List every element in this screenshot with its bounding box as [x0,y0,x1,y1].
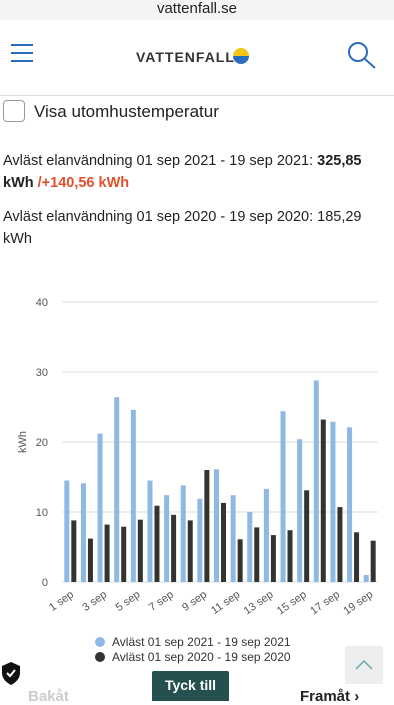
checkbox-label[interactable]: Visa utomhustemperatur [34,102,219,121]
shield-icon [2,662,20,685]
search-icon[interactable] [346,40,378,70]
y-tick-label: 30 [36,367,48,379]
forward-label: Framåt [300,688,351,705]
bar [97,433,103,582]
bar [137,519,143,582]
header [0,20,394,96]
y-tick-label: 10 [36,507,48,519]
bar [214,469,219,582]
summary-diff: /+140,56 kWh [37,175,130,191]
logo[interactable]: VATTENFALL [136,49,235,65]
url: vattenfall.se [156,0,238,17]
legend-swatch [95,652,105,662]
bar [114,397,120,582]
bar [171,514,177,582]
bar [80,483,86,582]
bar [320,419,326,582]
x-tick-label: 11 sep [209,589,242,617]
x-tick-label: 9 sep [180,589,209,614]
summary-total: 325,85 kWh [3,153,362,191]
summary-text: Avläst elanvändning 01 sep 2021 - 19 sep… [3,153,318,169]
bar [354,532,360,582]
arrow-up [355,659,373,670]
bar [247,512,253,582]
bar [363,575,369,582]
x-tick-label: 3 sep [80,589,109,614]
y-tick-label: 20 [36,437,48,449]
chart: kWh 0 10 20 30 40 1 sep 3 sep 5 sep 7 sep 9 sep 11… [17,297,378,664]
y-tick-label: 0 [42,577,48,589]
x-tick-label: 5 sep [114,589,143,614]
feedback-button[interactable]: Tyck till [152,671,229,701]
bar [154,505,160,582]
bar [237,539,243,582]
logo-icon [233,48,249,64]
bar [280,411,286,582]
url-bar[interactable]: vattenfall.se [0,0,394,20]
bar [164,495,170,582]
bar [297,439,303,582]
bar [71,520,77,582]
x-tick-label: 17 sep [308,589,342,618]
bar [147,480,153,582]
bar [337,507,343,582]
bar [347,427,353,582]
bar [204,470,210,582]
bar [221,502,226,582]
bar [230,495,236,582]
summary-2020: Avläst elanvändning 01 sep 2020 - 19 sep… [3,209,362,247]
bar [121,526,127,582]
forward-button[interactable]: Framåt › [300,688,360,705]
bar [197,498,203,582]
bar [104,524,110,582]
bar [187,520,193,582]
checkbox[interactable] [3,100,25,122]
legend-label: Avläst 01 sep 2020 - 19 sep 2020 [112,650,291,664]
bar [87,538,93,582]
bar [254,527,260,582]
bar [287,530,293,582]
summary-2021: Avläst elanvändning 01 sep 2021 - 19 sep… [3,150,388,194]
bar [370,540,376,582]
legend-swatch [95,637,105,647]
x-tick-label: 15 sep [275,589,309,618]
bar [130,409,136,582]
bar [270,535,276,582]
menu-icon[interactable] [10,42,34,64]
bar [330,421,336,582]
x-tick-label: 7 sep [147,589,176,614]
x-tick-label: 13 sep [242,589,276,618]
y-axis-label: kWh [17,431,29,453]
scroll-top[interactable] [345,646,383,684]
back-button[interactable]: Bakåt [28,688,69,705]
bar [64,480,70,582]
bar [313,380,319,582]
x-tick-label: 1 sep [47,589,76,614]
y-tick-label: 40 [36,297,48,309]
legend-label: Avläst 01 sep 2021 - 19 sep 2021 [112,635,291,649]
bar [304,490,310,582]
x-tick-label: 19 sep [341,589,375,618]
bar [263,488,269,582]
bar [180,485,186,582]
